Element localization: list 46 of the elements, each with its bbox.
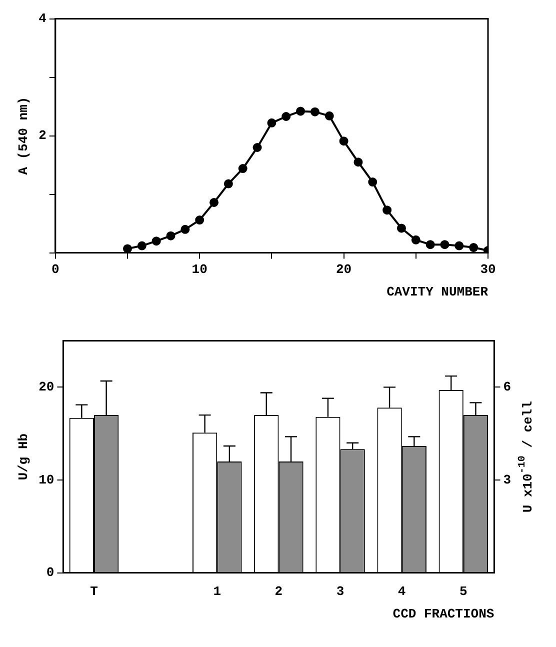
y-tick-label: 10 bbox=[38, 472, 54, 488]
y-axis-title: A (540 nm) bbox=[16, 96, 32, 175]
y-tick-label: 4 bbox=[38, 11, 47, 26]
point bbox=[166, 231, 176, 240]
y-axis-title: U/g Hb bbox=[16, 433, 32, 480]
point bbox=[368, 178, 378, 187]
x-tick-label: 5 bbox=[460, 584, 468, 599]
point bbox=[282, 112, 291, 121]
x-tick-label: 4 bbox=[398, 584, 406, 599]
point bbox=[396, 224, 406, 233]
y2-tick-label: 6 bbox=[503, 379, 512, 394]
point bbox=[440, 240, 450, 250]
x-tick-label: 30 bbox=[480, 262, 496, 277]
x-tick-label: 2 bbox=[274, 584, 283, 599]
x-tick-label: 10 bbox=[192, 262, 208, 277]
point bbox=[324, 111, 334, 120]
point bbox=[411, 235, 420, 244]
x-axis-title: CCD FRACTIONS bbox=[392, 606, 494, 622]
point bbox=[310, 107, 320, 116]
point bbox=[296, 106, 306, 116]
point bbox=[354, 158, 363, 167]
point bbox=[238, 164, 248, 174]
point bbox=[180, 224, 190, 234]
point bbox=[195, 216, 204, 225]
point bbox=[339, 136, 348, 146]
point bbox=[252, 143, 262, 152]
x-tick-label: 3 bbox=[336, 584, 344, 599]
point bbox=[123, 244, 132, 253]
x-axis-title: CAVITY NUMBER bbox=[386, 284, 488, 300]
x-tick-label: T bbox=[90, 584, 98, 599]
y2-tick-label: 3 bbox=[503, 472, 512, 488]
point bbox=[469, 243, 478, 252]
point bbox=[454, 241, 464, 250]
y-tick-label: 2 bbox=[38, 128, 47, 144]
y-tick-label: 20 bbox=[38, 379, 54, 394]
point bbox=[152, 236, 161, 246]
point bbox=[224, 179, 233, 188]
point bbox=[267, 118, 276, 128]
point bbox=[382, 206, 392, 215]
point bbox=[137, 241, 146, 250]
x-tick-label: 1 bbox=[213, 584, 222, 599]
point bbox=[426, 240, 435, 250]
y2-axis-title: U x10-10 / cell bbox=[518, 400, 536, 513]
point bbox=[210, 198, 219, 207]
x-tick-label: 20 bbox=[336, 262, 352, 277]
y-tick-label: 0 bbox=[46, 565, 54, 580]
